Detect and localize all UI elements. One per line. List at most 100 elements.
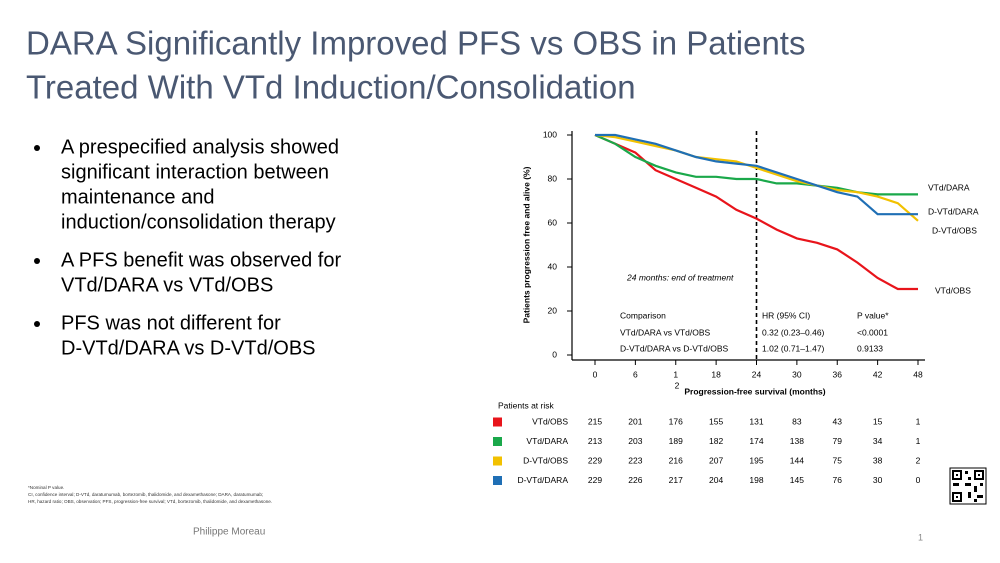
y-tick-label: 80 — [548, 173, 558, 183]
risk-swatch — [493, 456, 502, 466]
risk-value: 1 — [916, 416, 921, 426]
risk-value: 213 — [588, 436, 602, 446]
risk-value: 207 — [709, 455, 723, 465]
risk-value: 201 — [628, 416, 642, 426]
y-tick-label: 40 — [548, 261, 558, 271]
x-tick-label: 0 — [593, 369, 598, 379]
risk-label: VTd/DARA — [526, 436, 568, 446]
comparison-header: P value* — [857, 310, 889, 320]
bullet-text: A prespecified analysis showed — [61, 136, 339, 158]
x-tick-label: 1 — [673, 369, 678, 379]
bullet-text: D-VTd/DARA vs D-VTd/OBS — [61, 337, 316, 359]
footnote: *Nominal P value. — [28, 485, 64, 490]
risk-value: 0 — [916, 475, 921, 485]
bullet-text: maintenance and — [61, 186, 214, 208]
risk-value: 75 — [833, 455, 843, 465]
risk-label: D-VTd/DARA — [517, 475, 568, 485]
risk-value: 226 — [628, 475, 642, 485]
comparison-cell: 0.32 (0.23–0.46) — [762, 327, 825, 337]
risk-value: 216 — [669, 455, 683, 465]
x-tick-label: 36 — [833, 369, 843, 379]
risk-value: 83 — [792, 416, 802, 426]
y-tick-label: 100 — [543, 129, 557, 139]
bullet-text: induction/consolidation therapy — [61, 211, 336, 233]
risk-value: 144 — [790, 455, 804, 465]
comparison-cell: 0.9133 — [857, 343, 883, 353]
risk-swatch — [493, 417, 502, 427]
km-curve — [594, 133, 918, 291]
risk-value: 229 — [588, 475, 602, 485]
bullet-dot — [34, 321, 40, 327]
risk-value: 138 — [790, 436, 804, 446]
risk-swatch — [493, 437, 502, 446]
risk-label: D-VTd/OBS — [523, 455, 568, 465]
bullet-text: PFS was not different for — [61, 312, 281, 334]
legend-label: VTd/OBS — [935, 285, 971, 295]
risk-value: 203 — [628, 436, 642, 446]
x-label-fragment: 2 — [675, 380, 680, 390]
risk-value: 155 — [709, 416, 723, 426]
presenter: Philippe Moreau — [193, 527, 265, 538]
footnote: CI, confidence interval; D-VTd, daratumu… — [28, 492, 263, 497]
legend-label: VTd/DARA — [928, 182, 970, 192]
risk-value: 174 — [749, 436, 763, 446]
y-axis-label: Patients progression free and alive (%) — [521, 166, 531, 323]
risk-swatch — [493, 476, 502, 485]
risk-value: 195 — [749, 455, 763, 465]
risk-label: VTd/OBS — [532, 416, 568, 426]
risk-value: 215 — [588, 416, 602, 426]
y-tick-label: 20 — [548, 305, 558, 315]
risk-value: 131 — [749, 416, 763, 426]
legend-label: D-VTd/DARA — [928, 206, 979, 216]
risk-value: 15 — [873, 416, 883, 426]
bullet-text: A PFS benefit was observed for — [61, 249, 341, 271]
risk-title: Patients at risk — [498, 400, 554, 410]
x-tick-label: 24 — [752, 369, 762, 379]
km-curve — [594, 133, 919, 222]
risk-value: 2 — [916, 455, 921, 465]
risk-value: 189 — [669, 436, 683, 446]
comparison-cell: D-VTd/DARA vs D-VTd/OBS — [620, 343, 728, 353]
risk-value: 1 — [916, 436, 921, 446]
x-tick-label: 42 — [873, 369, 883, 379]
bullet-dot — [34, 145, 40, 151]
bullet-dot — [34, 258, 40, 264]
comparison-cell: <0.0001 — [857, 327, 888, 337]
risk-value: 198 — [749, 475, 763, 485]
annotation: 24 months: end of treatment — [626, 272, 734, 282]
slide-title: DARA Significantly Improved PFS vs OBS i… — [26, 25, 805, 62]
risk-value: 34 — [873, 436, 883, 446]
qr-code — [949, 467, 987, 505]
comparison-header: Comparison — [620, 310, 666, 320]
risk-value: 38 — [873, 455, 883, 465]
risk-value: 79 — [833, 436, 843, 446]
risk-value: 204 — [709, 475, 723, 485]
y-tick-label: 0 — [552, 349, 557, 359]
risk-value: 43 — [833, 416, 843, 426]
risk-value: 223 — [628, 455, 642, 465]
footnote: HR, hazard ratio; OBS, observation; PFS,… — [28, 499, 272, 504]
x-tick-label: 30 — [792, 369, 802, 379]
risk-value: 217 — [669, 475, 683, 485]
bullet-text: significant interaction between — [61, 161, 329, 183]
risk-value: 176 — [669, 416, 683, 426]
risk-value: 145 — [790, 475, 804, 485]
y-tick-label: 60 — [548, 217, 558, 227]
bullet-text: VTd/DARA vs VTd/OBS — [61, 274, 273, 296]
comparison-header: HR (95% CI) — [762, 310, 810, 320]
risk-value: 76 — [833, 475, 843, 485]
risk-value: 30 — [873, 475, 883, 485]
x-tick-label: 6 — [633, 369, 638, 379]
page-number: 1 — [918, 532, 923, 542]
comparison-cell: VTd/DARA vs VTd/OBS — [620, 327, 711, 337]
x-axis-label: Progression-free survival (months) — [684, 386, 825, 396]
risk-value: 182 — [709, 436, 723, 446]
x-tick-label: 18 — [711, 369, 721, 379]
risk-value: 229 — [588, 455, 602, 465]
legend-label: D-VTd/OBS — [932, 225, 977, 235]
x-tick-label: 48 — [913, 369, 923, 379]
km-curve — [595, 133, 918, 216]
comparison-cell: 1.02 (0.71–1.47) — [762, 343, 825, 353]
slide-title: Treated With VTd Induction/Consolidation — [26, 69, 636, 106]
